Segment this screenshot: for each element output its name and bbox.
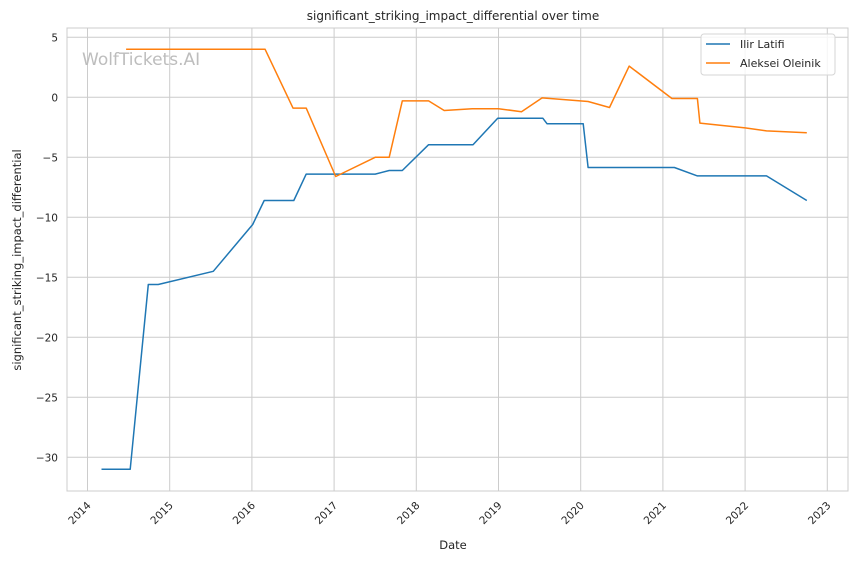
x-tick-label: 2023: [806, 500, 833, 527]
series-line-aleksei-oleinik: [126, 48, 807, 178]
y-tick-label: −5: [43, 152, 58, 164]
watermark: WolfTickets.AI: [82, 50, 200, 70]
legend-label-ilir-latifi: Ilir Latifi: [740, 38, 785, 51]
legend-label-aleksei-oleinik: Aleksei Oleinik: [740, 57, 821, 70]
y-axis-ticks: 5 0 −5 −10 −15 −20 −25 −30: [36, 32, 58, 464]
legend: Ilir Latifi Aleksei Oleinik: [700, 33, 836, 76]
y-tick-label: −30: [36, 452, 58, 464]
y-tick-label: −20: [36, 332, 58, 344]
chart-title: significant_striking_impact_differential…: [307, 9, 599, 23]
x-tick-label: 2021: [642, 500, 669, 527]
x-tick-label: 2022: [724, 500, 751, 527]
y-tick-label: 5: [51, 32, 58, 44]
x-tick-label: 2018: [395, 500, 422, 527]
series-line-ilir-latifi: [101, 117, 808, 471]
y-tick-label: 0: [51, 92, 58, 104]
x-axis-label: Date: [439, 538, 467, 552]
plot-frame: [66, 27, 849, 492]
y-tick-label: −10: [36, 212, 58, 224]
series-lines: [101, 48, 808, 471]
x-tick-label: 2014: [66, 499, 94, 527]
legend-box: [700, 33, 836, 76]
y-axis-label: significant_striking_impact_differential: [10, 149, 24, 370]
x-tick-label: 2019: [477, 500, 504, 527]
y-tick-label: −15: [36, 272, 58, 284]
grid: [67, 28, 848, 491]
x-tick-label: 2017: [313, 500, 340, 527]
x-tick-label: 2016: [231, 499, 259, 527]
y-tick-label: −25: [36, 392, 58, 404]
x-tick-label: 2015: [148, 500, 175, 527]
x-tick-label: 2020: [559, 500, 586, 527]
x-axis-ticks: 2014 2015 2016 2017 2018 2019 2020 2021 2022 2023: [66, 499, 833, 527]
